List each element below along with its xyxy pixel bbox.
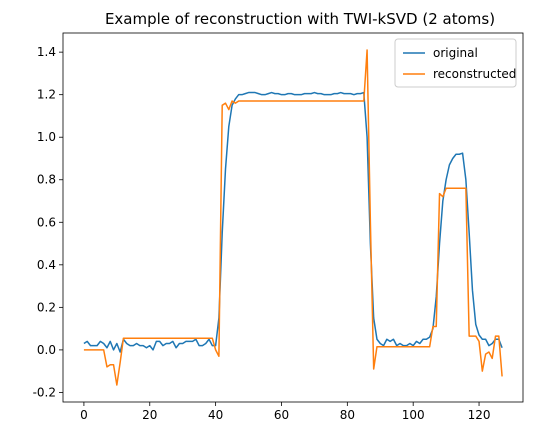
axes-frame — [62, 32, 524, 403]
legend-label-original: original — [433, 46, 478, 60]
y-tick-label: -0.2 — [33, 385, 56, 399]
y-tick-label: 0.4 — [37, 258, 56, 272]
chart-title: Example of reconstruction with TWI-kSVD … — [105, 10, 495, 28]
x-tick-label: 40 — [208, 408, 223, 422]
x-tick-label: 100 — [402, 408, 425, 422]
x-tick-label: 0 — [80, 408, 88, 422]
y-tick-label: 0.2 — [37, 300, 56, 314]
x-tick-label: 80 — [340, 408, 355, 422]
y-tick-label: 1.2 — [37, 88, 56, 102]
x-tick-label: 120 — [468, 408, 491, 422]
y-tick-label: 0.6 — [37, 215, 56, 229]
legend-label-reconstructed: reconstructed — [433, 67, 516, 81]
x-tick-label: 20 — [142, 408, 157, 422]
y-tick-label: 0.8 — [37, 173, 56, 187]
legend: original reconstructed — [394, 38, 517, 88]
y-tick-label: 1.0 — [37, 130, 56, 144]
series-line-reconstructed — [83, 49, 503, 386]
y-tick-label: 1.4 — [37, 45, 56, 59]
x-tick-label: 60 — [274, 408, 289, 422]
legend-box — [394, 38, 517, 88]
y-tick-label: 0.0 — [37, 343, 56, 357]
plot-area: 0 20 40 60 80 100 120 -0.2 0.0 0.2 0.4 0.6 0.8 1.0 1.2… — [33, 32, 524, 422]
